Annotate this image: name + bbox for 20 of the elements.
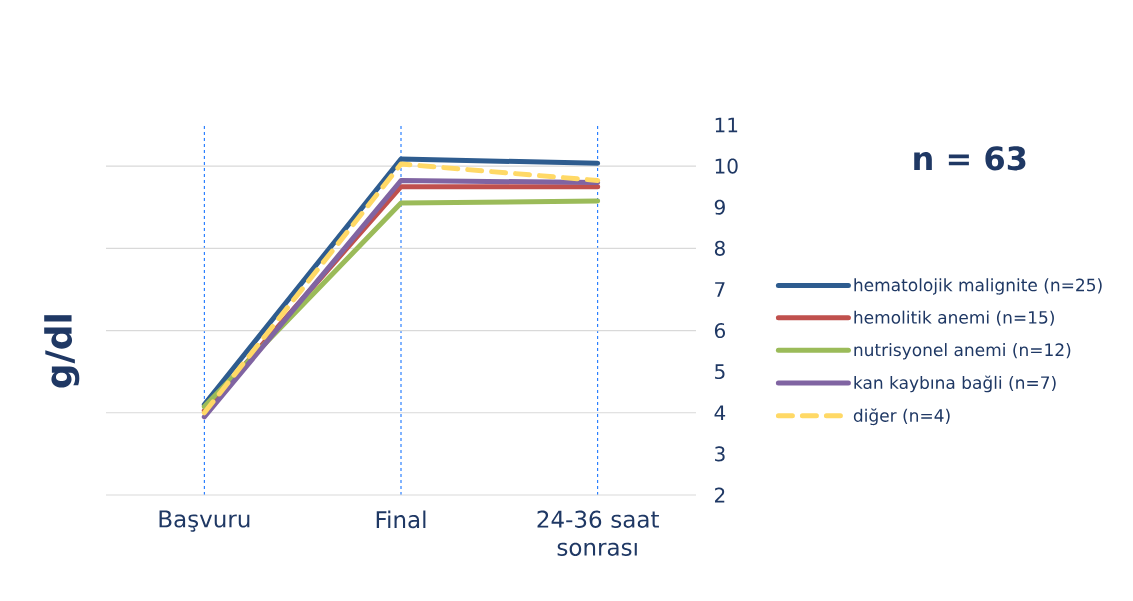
- legend-label: kan kaybına bağli (n=7): [854, 375, 1056, 393]
- y-tick-label: 8: [714, 240, 725, 256]
- y-tick-label: 2: [714, 487, 725, 503]
- legend-label: diğer (n=4): [853, 408, 950, 426]
- y-tick-label: 3: [715, 446, 725, 462]
- y-tick-label: 11: [715, 117, 738, 133]
- y-tick-label: 10: [715, 158, 738, 174]
- legend-label: nutrisyonel anemi (n=12): [854, 343, 1071, 360]
- text: n = 63: [914, 146, 1026, 171]
- x-tick-label: Başvuru: [159, 510, 250, 532]
- y-tick-label: 6: [714, 322, 725, 339]
- y-axis-title: g/dl: [44, 315, 80, 388]
- y-tick-label: 9: [714, 199, 725, 215]
- legend-label: hematolojik malignite (n=25): [854, 278, 1102, 295]
- x-tick-label: Final: [376, 510, 426, 529]
- y-tick-label: 5: [715, 364, 725, 380]
- y-tick-label: 4: [714, 405, 726, 421]
- x-tick-label: 24-36 saat sonrası: [537, 510, 659, 556]
- legend-label: hemolitik anemi (n=15): [854, 310, 1054, 326]
- y-tick-label: 7: [715, 282, 725, 297]
